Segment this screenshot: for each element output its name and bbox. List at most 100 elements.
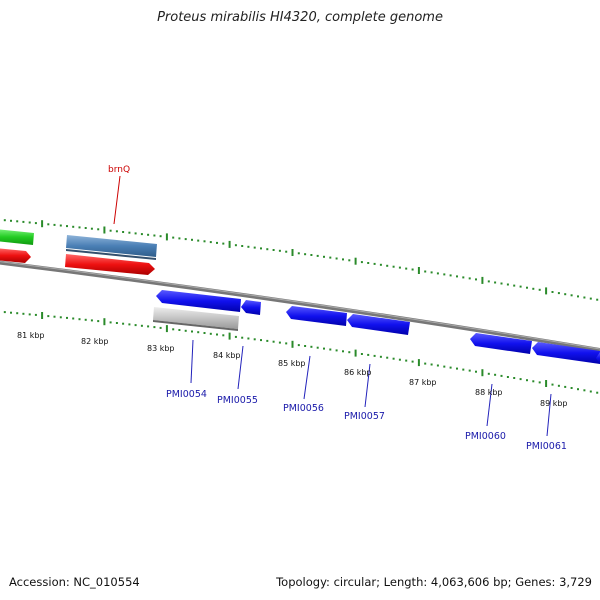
scale-dot <box>178 237 181 240</box>
scale-dot <box>253 246 256 249</box>
scale-dot <box>564 293 567 296</box>
scale-dot <box>443 365 446 368</box>
scale-dot <box>449 366 452 369</box>
gene-steelblue <box>66 235 157 257</box>
scale-dot <box>411 268 414 271</box>
scale-dot <box>392 357 395 360</box>
scale-dot <box>285 250 288 253</box>
gene-pmi0057 <box>347 314 410 335</box>
label-brnq: brnQ <box>108 165 130 175</box>
label-pmi0061: PMI0061 <box>526 441 567 452</box>
scale-dot <box>456 275 458 278</box>
scale-dot <box>436 272 439 275</box>
label-pmi0057: PMI0057 <box>344 411 385 422</box>
scale-dot <box>494 373 497 376</box>
scale-label: 86 kbp <box>344 368 372 377</box>
scale-dot <box>90 319 93 322</box>
scale-dot <box>90 227 93 230</box>
scale-dot <box>430 363 433 366</box>
scale-dot <box>323 347 325 350</box>
scale-dot <box>222 242 225 245</box>
scale-dot <box>596 298 599 301</box>
scale-dot <box>500 374 503 377</box>
scale-dot <box>316 346 319 349</box>
scale-dot <box>266 339 269 342</box>
scale-dot <box>583 389 586 392</box>
scale-dot <box>241 336 244 339</box>
scale-label: 87 kbp <box>409 378 437 387</box>
scale-tick <box>545 380 548 387</box>
scale-dot <box>59 224 62 227</box>
scale-dot <box>297 252 300 255</box>
scale-dot <box>564 385 567 388</box>
scale-tick <box>481 276 484 284</box>
scale-dot <box>153 234 156 237</box>
scale-dot <box>72 225 75 228</box>
scale-dot <box>335 257 338 260</box>
scale-dot <box>159 235 162 238</box>
scale-dot <box>203 332 206 334</box>
scale-dot <box>386 264 389 267</box>
gene-pmi0055 <box>241 300 261 315</box>
scale-dot <box>424 270 427 273</box>
brnq-leader <box>113 175 121 225</box>
scale-dot <box>475 370 477 373</box>
scale-dot <box>379 263 382 266</box>
gene-green <box>0 229 34 245</box>
scale-dot <box>191 238 193 241</box>
scale-dot <box>577 388 579 391</box>
scale-dot <box>304 345 307 347</box>
scale-dot <box>398 358 401 361</box>
scale-dot <box>532 380 535 383</box>
scale-tick <box>481 369 484 377</box>
gene-pmi0056 <box>286 306 347 326</box>
gene-leaders <box>190 339 552 437</box>
scale-dot <box>532 287 535 290</box>
scale-dot <box>278 249 281 252</box>
scale-dot <box>34 313 37 316</box>
scale-tick <box>354 257 357 265</box>
scale-dot <box>348 351 351 354</box>
scale-label: 88 kbp <box>475 388 503 397</box>
scale-dot <box>184 238 187 241</box>
scale-dot <box>398 266 401 269</box>
scale-dot <box>28 221 31 224</box>
gene-pmi0054 <box>156 290 241 312</box>
scale-dot <box>557 384 560 387</box>
scale-dot <box>153 326 156 329</box>
scale-dot <box>367 262 370 264</box>
scale-dot <box>278 341 281 344</box>
scale-dot <box>551 383 554 386</box>
scale-dot <box>329 256 332 259</box>
gene-edge-blue <box>596 352 600 364</box>
scale-dot <box>260 339 262 342</box>
scale-tick <box>103 318 106 326</box>
label-pmi0056: PMI0056 <box>283 403 324 414</box>
inner-scale <box>3 311 599 394</box>
scale-dot <box>443 273 446 276</box>
scale-dot <box>304 253 307 256</box>
scale-dot <box>140 324 143 327</box>
scale-dot <box>323 255 325 258</box>
scale-dot <box>272 249 275 251</box>
scale-dot <box>557 292 560 295</box>
scale-dot <box>203 240 206 243</box>
scale-tick <box>103 226 106 234</box>
scale-tick <box>417 359 420 367</box>
scale-dot <box>360 261 363 264</box>
gene-pmi0061 <box>532 342 600 364</box>
scale-dot <box>128 231 131 234</box>
scale-dot <box>348 259 351 262</box>
scale-tick <box>165 233 168 241</box>
scale-dot <box>487 372 490 375</box>
scale-dot <box>411 360 414 363</box>
scale-dot <box>436 364 439 367</box>
scale-dot <box>47 223 50 226</box>
scale-dot <box>526 379 528 382</box>
label-pmi0054: PMI0054 <box>166 389 207 400</box>
label-pmi0060: PMI0060 <box>465 431 506 442</box>
label-pmi0055: PMI0055 <box>217 395 258 406</box>
scale-dot <box>297 344 300 347</box>
scale-dot <box>247 245 250 248</box>
